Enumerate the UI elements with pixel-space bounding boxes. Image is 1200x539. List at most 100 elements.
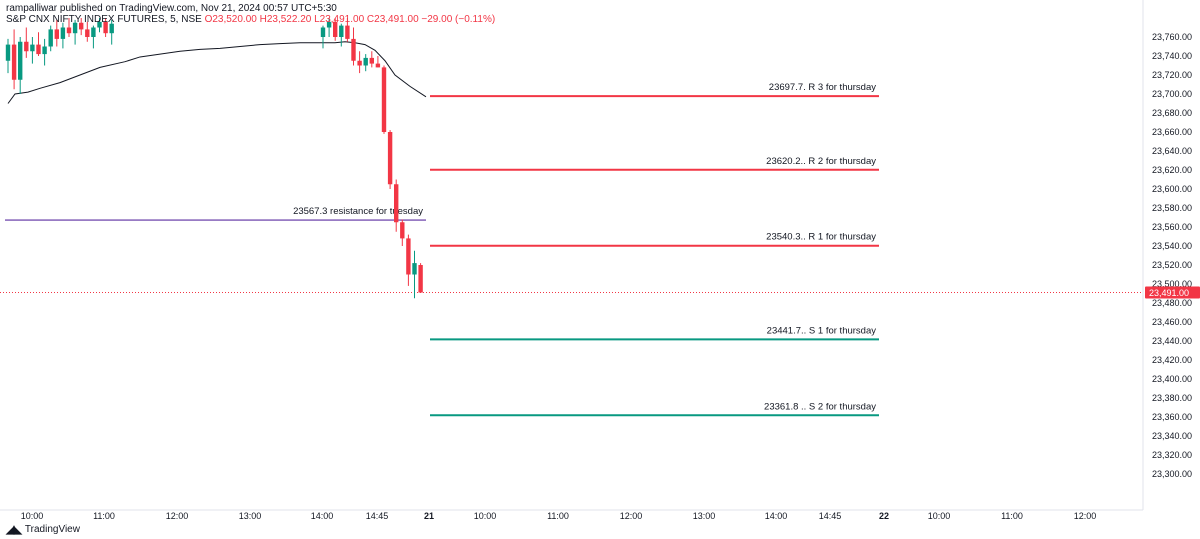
candle-body	[394, 184, 399, 223]
y-tick-label: 23,660.00	[1152, 127, 1192, 137]
candle[interactable]	[363, 54, 368, 72]
candle[interactable]	[30, 37, 35, 64]
x-tick-label: 13:00	[693, 511, 716, 521]
y-tick-label: 23,540.00	[1152, 241, 1192, 251]
x-tick-label: 14:45	[819, 511, 842, 521]
candle[interactable]	[24, 27, 29, 58]
candle[interactable]	[103, 18, 108, 37]
candle[interactable]	[48, 25, 53, 52]
level-line[interactable]: 23441.7.. S 1 for thursday	[430, 325, 879, 341]
candle[interactable]	[42, 38, 47, 66]
candle[interactable]	[72, 19, 78, 45]
candle[interactable]	[394, 179, 399, 232]
candle-body	[66, 27, 72, 34]
level-line[interactable]: 23567.3 resistance for tuesday	[5, 206, 426, 221]
candle-body	[381, 67, 387, 132]
candle[interactable]	[36, 32, 41, 56]
candle[interactable]	[369, 51, 374, 68]
candles[interactable]	[5, 18, 423, 299]
ohlc-values: O23,520.00 H23,522.20 L23,491.00 C23,491…	[204, 14, 496, 25]
candle-body	[60, 27, 66, 39]
candle-body	[72, 22, 78, 34]
tradingview-logo[interactable]: ◢◣ TradingView	[6, 523, 80, 536]
level-label: 23697.7. R 3 for thursday	[769, 82, 876, 93]
candle[interactable]	[400, 219, 405, 246]
candle-body	[400, 222, 405, 239]
y-tick-label: 23,500.00	[1152, 279, 1192, 289]
level-label: 23620.2.. R 2 for thursday	[766, 156, 876, 167]
candle-body	[345, 25, 350, 39]
x-tick-label: 10:00	[928, 511, 951, 521]
candle[interactable]	[412, 250, 417, 299]
tradingview-brand: TradingView	[24, 524, 80, 535]
candle[interactable]	[351, 27, 356, 66]
candle[interactable]	[320, 25, 326, 49]
candle[interactable]	[375, 56, 381, 68]
y-tick-label: 23,760.00	[1152, 32, 1192, 42]
candle-body	[351, 38, 356, 61]
publisher-line: rampalliwar published on TradingView.com…	[6, 3, 337, 14]
level-line[interactable]: 23620.2.. R 2 for thursday	[430, 156, 879, 171]
candle[interactable]	[418, 263, 423, 293]
candle-body	[85, 29, 90, 37]
candle-body	[357, 60, 362, 66]
candle[interactable]	[345, 18, 350, 42]
candle[interactable]	[109, 19, 114, 45]
level-label: 23441.7.. S 1 for thursday	[767, 325, 877, 336]
level-line[interactable]: 23697.7. R 3 for thursday	[430, 82, 879, 98]
candle[interactable]	[406, 234, 411, 286]
candle[interactable]	[97, 18, 102, 33]
level-line[interactable]: 23361.8 .. S 2 for thursday	[430, 401, 879, 417]
candle-body	[412, 263, 417, 275]
level-label: 23361.8 .. S 2 for thursday	[764, 401, 876, 412]
candle[interactable]	[387, 130, 393, 189]
candle[interactable]	[54, 19, 59, 47]
y-tick-label: 23,300.00	[1152, 469, 1192, 479]
candle-body	[24, 41, 29, 52]
x-tick-label: 10:00	[474, 511, 497, 521]
symbol-label[interactable]: S&P CNX NIFTY INDEX FUTURES, 5, NSE	[6, 14, 202, 25]
candle[interactable]	[91, 25, 96, 49]
y-tick-label: 23,720.00	[1152, 70, 1192, 80]
candle-body	[418, 265, 423, 293]
x-tick-label: 21	[424, 511, 434, 521]
x-tick-label: 14:00	[311, 511, 334, 521]
candle[interactable]	[85, 21, 90, 42]
x-tick-label: 14:00	[765, 511, 788, 521]
candle[interactable]	[339, 23, 344, 47]
candle[interactable]	[381, 65, 387, 134]
candle-body	[109, 23, 114, 34]
candle-body	[369, 57, 374, 64]
candle[interactable]	[5, 38, 11, 74]
y-tick-label: 23,380.00	[1152, 393, 1192, 403]
vwap-path	[7, 41, 427, 104]
y-tick-label: 23,640.00	[1152, 146, 1192, 156]
x-tick-label: 12:00	[1074, 511, 1097, 521]
candle-body	[18, 41, 23, 80]
candle-body	[363, 57, 368, 66]
candle[interactable]	[357, 51, 362, 74]
level-line[interactable]: 23540.3.. R 1 for thursday	[430, 232, 879, 247]
candle-body	[375, 63, 381, 68]
y-tick-label: 23,360.00	[1152, 412, 1192, 422]
y-tick-label: 23,320.00	[1152, 450, 1192, 460]
candle[interactable]	[333, 18, 338, 41]
candle[interactable]	[11, 29, 17, 90]
candle[interactable]	[60, 22, 66, 49]
y-tick-label: 23,520.00	[1152, 260, 1192, 270]
x-tick-label: 22	[879, 511, 889, 521]
candle-body	[326, 21, 332, 28]
candle-body	[30, 44, 35, 52]
candle[interactable]	[326, 18, 332, 37]
last-price-label: 23,491.00	[1149, 288, 1189, 298]
candle[interactable]	[79, 18, 84, 36]
candle-body	[339, 25, 344, 37]
candle-body	[97, 21, 102, 28]
candle-body	[406, 238, 411, 275]
candle[interactable]	[66, 18, 72, 37]
candle[interactable]	[18, 37, 23, 94]
level-lines[interactable]: 23697.7. R 3 for thursday 23620.2.. R 2 f…	[0, 82, 1143, 417]
